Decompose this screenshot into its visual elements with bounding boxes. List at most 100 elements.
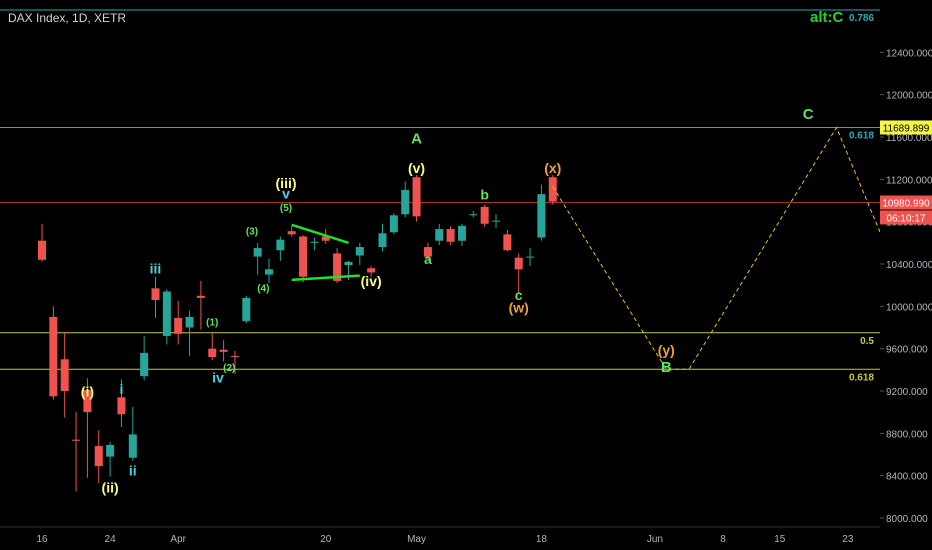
price-tick-label: 11200.000 bbox=[886, 175, 932, 186]
time-tick-label: 20 bbox=[320, 534, 332, 545]
candle bbox=[423, 242, 432, 260]
candle bbox=[299, 235, 308, 282]
candle bbox=[367, 266, 376, 277]
triangle-line bbox=[291, 223, 349, 245]
candle-body bbox=[162, 291, 171, 336]
candle bbox=[83, 378, 92, 478]
candle-body bbox=[219, 349, 228, 352]
candle-body bbox=[128, 434, 137, 458]
candle-body bbox=[526, 256, 535, 258]
candle-body bbox=[514, 257, 523, 270]
candle bbox=[117, 379, 126, 427]
candle-body bbox=[49, 316, 58, 397]
level-label: 0.786 bbox=[849, 13, 874, 24]
price-tick-label: 9200.000 bbox=[886, 387, 928, 398]
time-tick-label: Apr bbox=[170, 534, 186, 545]
alt-label: alt:C bbox=[810, 9, 844, 26]
price-badge bbox=[880, 120, 932, 135]
time-tick-label: 18 bbox=[536, 534, 548, 545]
candle-body bbox=[140, 352, 149, 377]
price-tick-label: 12400.000 bbox=[886, 48, 932, 59]
wave-label: C bbox=[803, 106, 814, 123]
projection-path bbox=[552, 126, 894, 370]
candle-body bbox=[321, 236, 330, 241]
wave-label: (3) bbox=[246, 226, 258, 237]
candle bbox=[480, 204, 489, 227]
wave-label: (y) bbox=[658, 342, 675, 358]
candle-body bbox=[401, 189, 410, 215]
candle bbox=[106, 441, 115, 477]
triangle-line bbox=[291, 274, 360, 282]
price-tick-label: 10400.000 bbox=[886, 260, 932, 271]
candle bbox=[151, 276, 160, 318]
price-tick-label: 8800.000 bbox=[886, 429, 928, 440]
wave-label: a bbox=[424, 251, 432, 267]
time-tick-label: 24 bbox=[105, 534, 117, 545]
price-badge-text: 10980.990 bbox=[882, 199, 930, 210]
candle bbox=[162, 289, 171, 345]
wave-label: (1) bbox=[206, 317, 218, 328]
symbol-title: DAX Index, 1D, XETR bbox=[8, 11, 127, 25]
candle-body bbox=[185, 316, 194, 328]
candle-body bbox=[117, 397, 126, 415]
candles bbox=[38, 175, 557, 492]
candle-body bbox=[83, 389, 92, 413]
candle-body bbox=[503, 234, 512, 251]
price-axis[interactable]: 12400.00012000.00011600.00011200.0001080… bbox=[880, 0, 932, 550]
candle-body bbox=[389, 215, 398, 233]
candle-body bbox=[344, 261, 353, 266]
candle-body bbox=[276, 239, 285, 251]
candle bbox=[174, 301, 183, 345]
level-label: 0.618 bbox=[849, 372, 874, 383]
candle-body bbox=[435, 229, 444, 241]
candle bbox=[72, 412, 81, 492]
candle-body bbox=[537, 194, 546, 238]
candle bbox=[389, 213, 398, 235]
time-tick-label: Jun bbox=[647, 534, 663, 545]
candle-body bbox=[412, 177, 421, 217]
candle-body bbox=[310, 241, 319, 243]
price-axis-background bbox=[880, 0, 932, 550]
candle-body bbox=[355, 247, 364, 256]
candle bbox=[537, 184, 546, 241]
candle-body bbox=[94, 446, 103, 467]
wave-label: i bbox=[120, 381, 124, 397]
candle bbox=[514, 253, 523, 293]
candle bbox=[526, 248, 535, 267]
candle-body bbox=[469, 214, 478, 216]
wave-label: (iii) bbox=[276, 175, 297, 191]
wave-label: c bbox=[515, 287, 523, 303]
wave-label: (v) bbox=[408, 160, 425, 176]
wave-label: (w) bbox=[509, 300, 529, 316]
wave-label: B bbox=[661, 359, 672, 376]
candle bbox=[230, 350, 239, 375]
candle bbox=[60, 332, 69, 418]
drawings bbox=[291, 126, 894, 370]
candle-body bbox=[151, 288, 160, 300]
candle-body bbox=[548, 177, 557, 202]
time-axis[interactable]: 16 24 Apr 20 May 18 Jun 8 15 23 bbox=[0, 526, 880, 545]
candle-body bbox=[333, 253, 342, 281]
price-badge-text: 06:10:17 bbox=[887, 213, 926, 224]
candle-body bbox=[208, 348, 217, 358]
wave-label: (ii) bbox=[102, 480, 119, 496]
candle-body bbox=[492, 220, 500, 222]
candle bbox=[242, 295, 251, 324]
level-label: 0.618 bbox=[849, 130, 874, 141]
wave-label: iii bbox=[150, 261, 162, 277]
wave-label: (i) bbox=[81, 383, 94, 399]
candle-body bbox=[378, 233, 387, 248]
time-tick-label: 23 bbox=[842, 534, 854, 545]
candle bbox=[401, 181, 410, 218]
candle-body bbox=[367, 268, 376, 273]
candle bbox=[287, 225, 296, 237]
candle bbox=[355, 242, 364, 266]
candle bbox=[548, 175, 557, 205]
candle-body bbox=[299, 236, 308, 277]
price-badge-text: 11689.899 bbox=[883, 123, 930, 134]
wave-label: A bbox=[411, 130, 422, 147]
wave-label: v bbox=[282, 185, 290, 201]
candle bbox=[457, 223, 466, 247]
